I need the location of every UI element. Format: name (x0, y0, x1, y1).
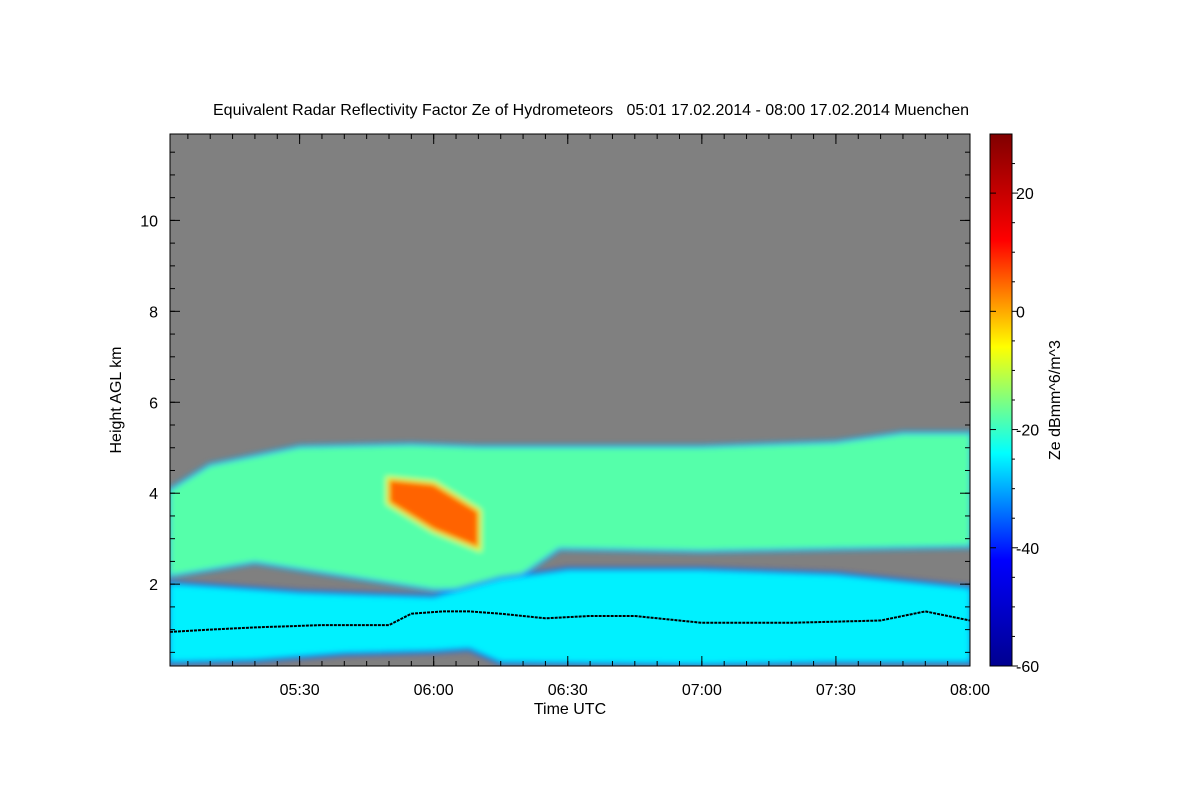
x-tick-label: 07:00 (682, 682, 722, 699)
y-tick-label: 10 (140, 213, 158, 230)
x-tick-label: 07:30 (816, 682, 856, 699)
colorbar-tick-label: 0 (1016, 304, 1025, 321)
y-axis-label: Height AGL km (108, 346, 125, 453)
layer-core-max (386, 476, 482, 553)
x-axis-label: Time UTC (534, 701, 606, 718)
colorbar-tick-label: -60 (1016, 659, 1039, 676)
colorbar (989, 133, 1013, 667)
y-axis: 2 4 6 8 10 (140, 151, 970, 653)
layer-lower-cloud (170, 567, 970, 666)
y-tick-label: 8 (149, 304, 158, 321)
colorbar-tick-label: -40 (1016, 541, 1039, 558)
plot-frame (169, 133, 971, 667)
colorbar-tick-label: -20 (1016, 423, 1039, 440)
x-tick-label: 06:00 (414, 682, 454, 699)
x-tick-label: 08:00 (950, 682, 990, 699)
reflectivity-field (170, 431, 970, 666)
chart-title: Equivalent Radar Reflectivity Factor Ze … (213, 102, 969, 119)
x-tick-label: 05:30 (280, 682, 320, 699)
colorbar-ticks: 20 0 -20 -40 -60 (990, 163, 1039, 676)
x-axis: 05:30 06:00 06:30 07:00 07:30 08:00 (187, 134, 990, 699)
layer-upper-cloud (170, 431, 970, 592)
y-tick-label: 2 (149, 577, 158, 594)
colorbar-tick-label: 20 (1016, 186, 1034, 203)
x-tick-label: 06:30 (548, 682, 588, 699)
melting-layer-line (170, 610, 970, 633)
y-tick-label: 4 (149, 486, 158, 503)
y-tick-label: 6 (149, 395, 158, 412)
melting-layer-trace (170, 610, 970, 633)
colorbar-label: Ze dBmm^6/m^3 (1047, 340, 1064, 460)
